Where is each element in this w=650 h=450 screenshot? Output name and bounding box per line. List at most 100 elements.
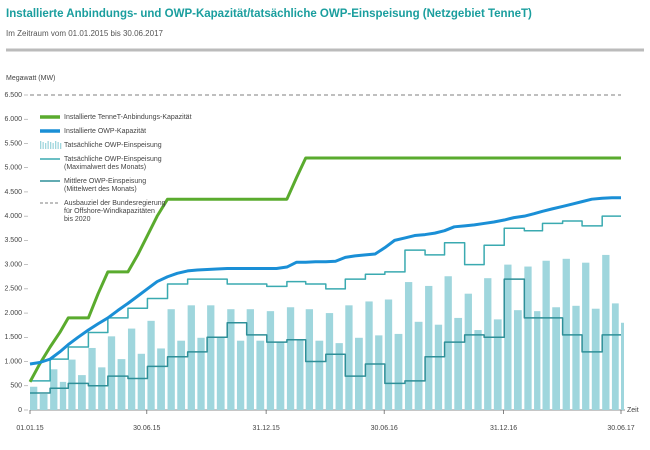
- bar: [59, 381, 67, 410]
- bar: [474, 330, 482, 410]
- y-tick-label: 4.000: [4, 213, 22, 220]
- bar: [444, 276, 452, 410]
- x-tick-label: 01.01.15: [16, 425, 43, 432]
- x-tick-label: 30.06.17: [607, 425, 634, 432]
- bar: [335, 343, 343, 410]
- bar: [611, 303, 619, 410]
- bar: [305, 309, 314, 410]
- bar: [236, 340, 245, 410]
- bar: [454, 317, 463, 410]
- legend-swatch: [57, 142, 59, 149]
- bar: [127, 328, 136, 410]
- bar: [246, 309, 254, 410]
- step-line: [30, 278, 621, 394]
- x-axis-label: Zeit: [627, 407, 639, 414]
- legend-label: Tatsächliche OWP-Einspeisung: [64, 142, 162, 149]
- bar: [384, 299, 393, 410]
- bar: [207, 305, 215, 410]
- bar: [414, 321, 423, 410]
- legend-swatch: [42, 142, 44, 149]
- line: [29, 196, 621, 366]
- y-tick-label: 6.500: [4, 92, 22, 99]
- x-tick-label: 30.06.15: [133, 425, 160, 432]
- legend-label: Ausbauziel der Bundesregierung für Offsho…: [64, 200, 166, 223]
- y-tick-label: 5.000: [4, 165, 22, 172]
- bar: [513, 310, 522, 410]
- bar: [552, 307, 561, 410]
- x-tick-label: 31.12.15: [253, 425, 280, 432]
- chart-subtitle: Im Zeitraum vom 01.01.2015 bis 30.06.201…: [6, 29, 164, 38]
- bar: [315, 340, 324, 410]
- y-tick-label: 5.500: [4, 140, 22, 147]
- bar: [394, 333, 403, 410]
- x-tick-label: 31.12.16: [490, 425, 517, 432]
- y-tick-label: 3.000: [4, 261, 22, 268]
- bar: [216, 337, 225, 410]
- legend-label: Installierte OWP-Kapazität: [64, 128, 146, 135]
- legend-swatch: [45, 143, 47, 149]
- bar: [276, 342, 285, 410]
- bar: [602, 254, 610, 410]
- bar: [325, 313, 334, 410]
- bar: [30, 386, 38, 410]
- y-tick-label: 500: [10, 383, 22, 390]
- y-tick-label: 3.500: [4, 237, 22, 244]
- bar: [167, 309, 175, 410]
- legend-label: Tatsächliche OWP-Einspeisung (Maximalwert…: [64, 156, 162, 171]
- bar: [355, 337, 363, 410]
- bar: [345, 305, 353, 410]
- bar: [256, 340, 265, 410]
- bar: [524, 266, 532, 410]
- x-tick-label: 30.06.16: [371, 425, 398, 432]
- legend-swatch: [50, 142, 52, 149]
- bar: [404, 282, 413, 410]
- y-tick-label: 2.000: [4, 310, 22, 317]
- bar: [504, 264, 512, 410]
- bar: [375, 335, 383, 410]
- bar: [157, 348, 165, 410]
- y-tick-label: 1.500: [4, 334, 22, 341]
- bar: [425, 285, 433, 410]
- bar: [621, 322, 624, 410]
- bar: [197, 337, 205, 410]
- legend-swatch: [47, 141, 49, 149]
- bar: [177, 340, 186, 410]
- y-axis-label: Megawatt (MW): [6, 75, 55, 82]
- y-tick-label: 1.000: [4, 358, 22, 365]
- y-tick-label: 2.500: [4, 286, 22, 293]
- legend-swatch: [60, 143, 62, 149]
- bar: [147, 320, 155, 410]
- y-tick-label: 4.500: [4, 189, 22, 196]
- bar: [296, 339, 304, 410]
- bar: [542, 260, 550, 410]
- bar: [78, 375, 86, 410]
- y-tick-label: 0: [18, 407, 22, 414]
- legend-label: Mittlere OWP-Einspeisung (Mittelwert des …: [64, 178, 146, 193]
- legend-swatch: [52, 143, 54, 149]
- bar: [572, 305, 580, 410]
- bar: [434, 324, 443, 410]
- bar: [365, 301, 373, 410]
- bar: [591, 308, 600, 410]
- chart-title: Installierte Anbindungs- und OWP-Kapazit…: [6, 8, 532, 20]
- line: [28, 156, 621, 383]
- bar: [68, 359, 76, 410]
- bar: [107, 336, 116, 410]
- bar: [534, 311, 541, 410]
- bar: [187, 305, 195, 410]
- y-tick-label: 6.000: [4, 116, 22, 123]
- step-line: [30, 215, 621, 382]
- bar: [582, 262, 590, 410]
- bar: [286, 307, 295, 410]
- bar: [464, 293, 472, 410]
- bar: [117, 359, 126, 410]
- bar: [493, 319, 502, 410]
- legend-swatch: [55, 141, 57, 149]
- bar: [50, 369, 58, 410]
- legend-label: Installierte TenneT-Anbindungs-Kapazität: [64, 114, 192, 121]
- legend-swatch: [40, 141, 42, 149]
- bar: [98, 367, 106, 410]
- bar: [484, 278, 492, 410]
- bar: [266, 311, 275, 410]
